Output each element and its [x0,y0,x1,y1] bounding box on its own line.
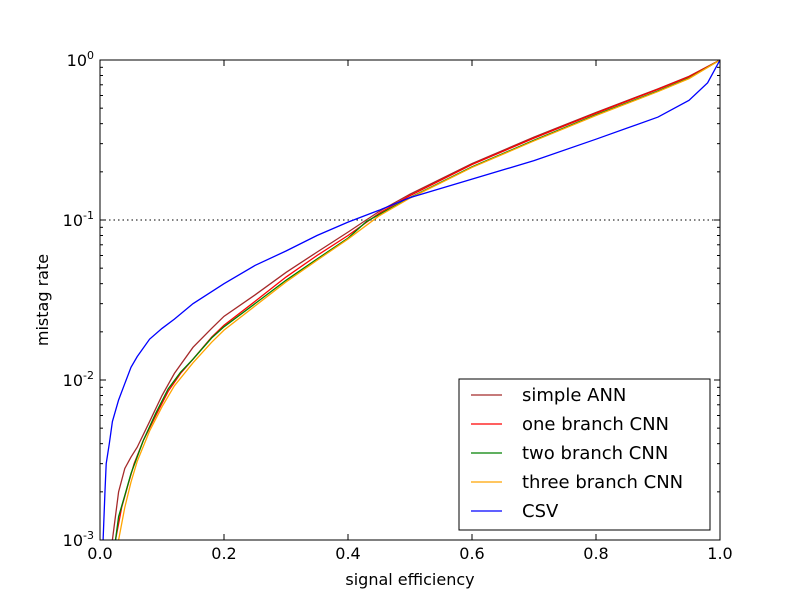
x-tick-label: 0.4 [335,544,360,563]
x-tick-label: 1.0 [707,544,732,563]
x-tick-label: 0.6 [459,544,484,563]
series-line-simple-ann [111,60,720,540]
x-tick-label: 0.0 [87,544,112,563]
x-tick-label: 0.8 [583,544,608,563]
legend-label: simple ANN [522,385,626,406]
y-axis-label: mistag rate [33,254,52,346]
y-tick-label: 10-3 [63,529,94,550]
legend-label: three branch CNN [522,472,683,493]
y-tick-label: 100 [67,49,94,70]
legend: simple ANN one branch CNN two branch CNN th… [458,378,711,531]
legend-label: two branch CNN [522,443,668,464]
series-line-three-branch-cnn [117,60,720,540]
legend-label: CSV [522,501,559,522]
legend-box [458,378,711,531]
y-tick-label: 10-2 [63,369,94,390]
series-line-csv [102,60,720,540]
x-axis-label: signal efficiency [345,570,474,589]
legend-label: one branch CNN [522,414,669,435]
x-tick-label: 0.2 [211,544,236,563]
plot-frame [99,59,721,541]
y-tick-label: 10-1 [63,209,94,230]
